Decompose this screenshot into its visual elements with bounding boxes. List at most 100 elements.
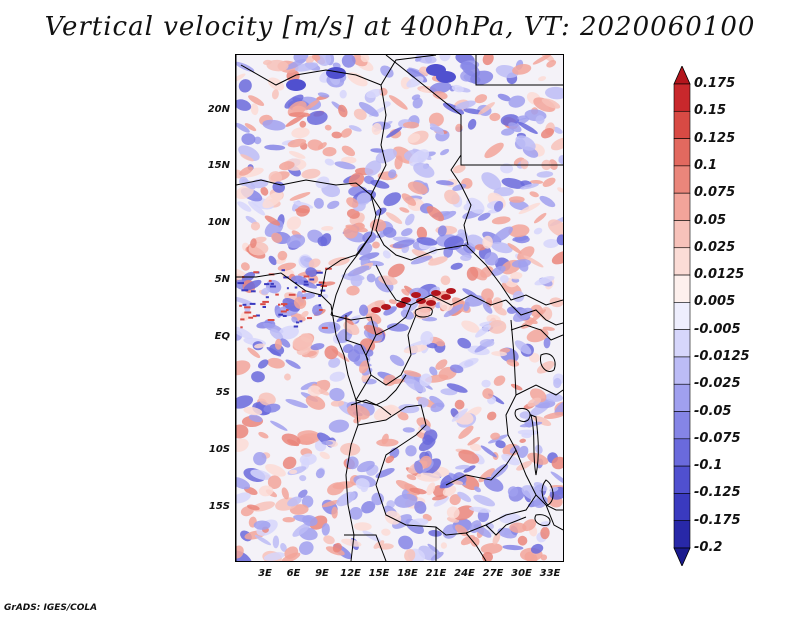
velocity-patch	[236, 395, 254, 409]
velocity-patch	[287, 138, 307, 148]
gulf-noise-patch	[283, 276, 289, 279]
velocity-patch	[451, 408, 468, 422]
velocity-patch	[492, 532, 501, 545]
colorbar-segment	[673, 138, 691, 167]
velocity-patch	[467, 436, 481, 446]
car-border	[410, 244, 563, 306]
gulf-noise-patch	[299, 320, 303, 323]
velocity-patch	[515, 135, 536, 151]
velocity-patch	[361, 500, 376, 514]
velocity-patch	[251, 371, 265, 383]
velocity-patch	[360, 55, 370, 63]
colorbar-label: 0.175	[694, 76, 736, 91]
velocity-patch	[246, 504, 260, 511]
gulf-noise-patch	[244, 306, 251, 309]
velocity-patch	[414, 460, 423, 474]
velocity-patch	[404, 548, 416, 561]
velocity-patch	[382, 227, 397, 238]
velocity-patch	[557, 187, 563, 193]
velocity-patch	[490, 432, 500, 440]
gulf-noise-patch	[262, 306, 266, 308]
velocity-patch	[266, 59, 289, 72]
velocity-patch	[420, 331, 434, 345]
velocity-patch	[262, 119, 286, 131]
lat-label: 10S	[208, 444, 230, 455]
lon-label: 12E	[340, 568, 361, 579]
velocity-patch	[329, 387, 345, 402]
velocity-patch	[388, 299, 397, 305]
velocity-patch	[350, 274, 363, 287]
velocity-patch	[460, 254, 472, 262]
strong-updraft-patch	[426, 300, 436, 306]
velocity-patch	[512, 64, 532, 75]
velocity-patch	[281, 433, 301, 446]
velocity-patch	[399, 207, 410, 213]
velocity-patch	[282, 456, 297, 470]
velocity-patch	[450, 364, 464, 374]
velocity-patch	[262, 191, 283, 209]
velocity-patch	[346, 208, 360, 219]
velocity-patch	[349, 506, 363, 520]
colorbar-label: -0.1	[694, 458, 723, 474]
velocity-patch	[527, 397, 542, 407]
velocity-patch	[263, 552, 285, 561]
velocity-patch	[321, 440, 334, 446]
lat-label: EQ	[214, 331, 230, 342]
velocity-patch	[541, 98, 561, 109]
gulf-noise-patch	[282, 304, 286, 307]
velocity-patch	[429, 336, 446, 347]
velocity-patch	[493, 200, 504, 212]
gulf-noise-patch	[260, 303, 266, 306]
velocity-patch	[453, 505, 474, 521]
velocity-patch	[534, 275, 555, 286]
lat-label: 20N	[207, 104, 230, 115]
velocity-patch	[529, 309, 547, 324]
plot-title: Vertical velocity [m/s] at 400hPa, VT: 2…	[44, 12, 756, 42]
gulf-noise-patch	[316, 283, 322, 286]
velocity-patch	[479, 338, 495, 348]
velocity-patch	[248, 95, 265, 106]
velocity-patch	[407, 181, 428, 195]
velocity-patch	[341, 55, 356, 68]
velocity-patch	[341, 538, 362, 547]
gulf-noise-patch	[286, 309, 289, 311]
lon-label: 24E	[454, 568, 475, 579]
velocity-patch	[418, 438, 436, 452]
velocity-patch	[543, 337, 551, 349]
velocity-patch	[254, 343, 265, 349]
velocity-patch	[371, 492, 384, 506]
gulf-noise-patch	[293, 325, 299, 328]
velocity-patch	[387, 263, 405, 278]
velocity-field	[236, 55, 563, 561]
colorbar-label: -0.025	[694, 376, 741, 392]
velocity-patch	[236, 99, 252, 111]
velocity-patch	[439, 55, 451, 62]
velocity-patch	[269, 328, 284, 341]
velocity-patch	[500, 274, 509, 284]
velocity-patch	[542, 177, 556, 187]
velocity-patch	[280, 338, 291, 348]
velocity-patch	[300, 381, 318, 391]
velocity-patch	[541, 128, 554, 139]
velocity-patch	[347, 404, 370, 420]
downdraft-patch	[436, 71, 456, 83]
velocity-patch	[394, 155, 403, 170]
velocity-patch	[480, 543, 503, 554]
velocity-patch	[517, 535, 528, 546]
gulf-noise-patch	[309, 278, 315, 281]
velocity-patch	[481, 172, 502, 190]
strong-updraft-patch	[381, 304, 391, 310]
colorbar	[672, 65, 692, 570]
velocity-patch	[491, 351, 507, 357]
velocity-patch	[427, 543, 441, 555]
velocity-patch	[553, 377, 562, 389]
gulf-noise-patch	[303, 283, 309, 286]
velocity-patch	[279, 161, 295, 171]
velocity-patch	[285, 114, 306, 127]
velocity-patch	[450, 262, 463, 270]
velocity-patch	[261, 287, 270, 295]
velocity-patch	[474, 244, 486, 251]
velocity-patch	[478, 102, 495, 115]
gulf-noise-patch	[281, 303, 288, 306]
velocity-patch	[348, 125, 362, 132]
